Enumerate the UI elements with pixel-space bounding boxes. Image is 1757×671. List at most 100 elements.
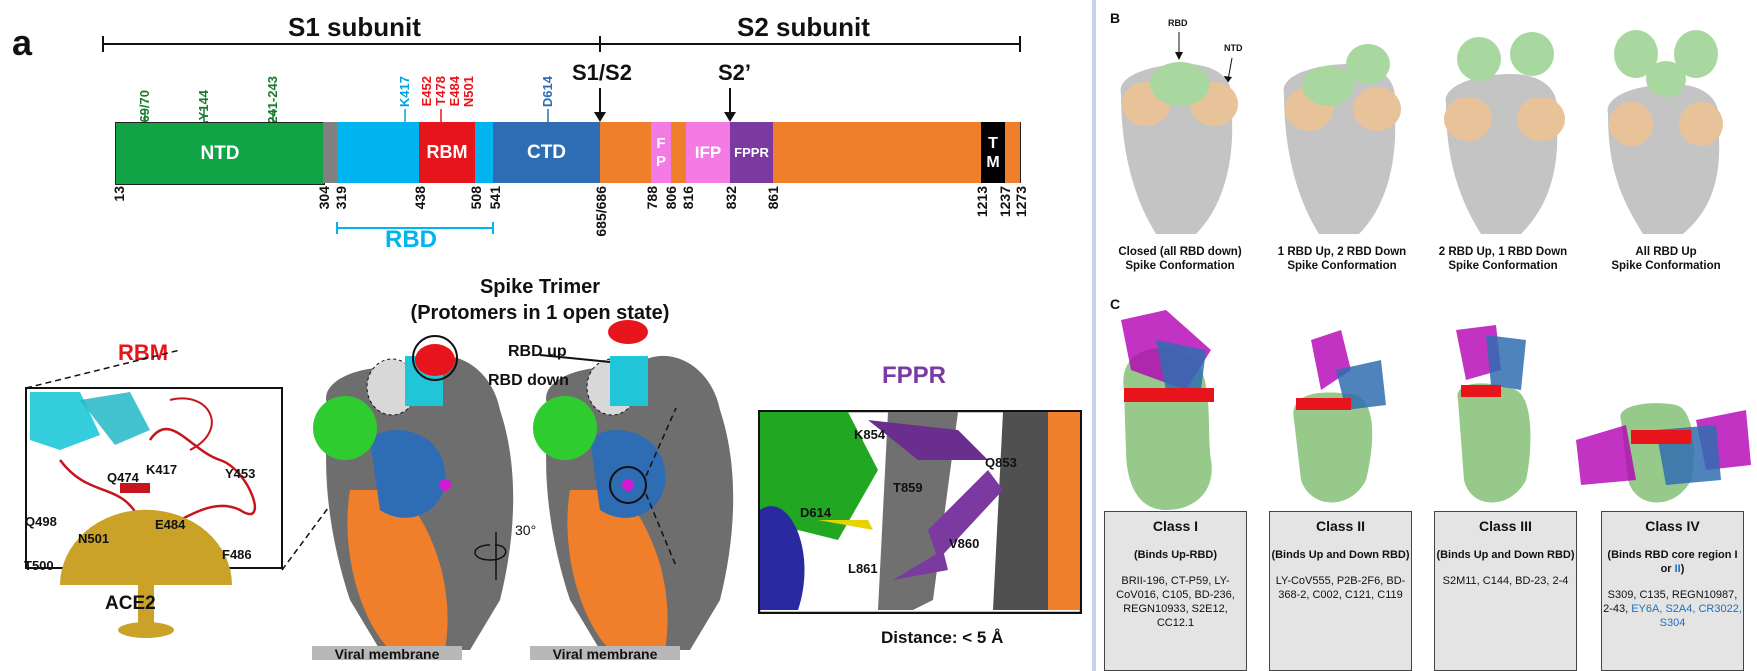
distance-label: Distance: < 5 Å (881, 628, 1004, 647)
domain-tm: T M (981, 122, 1005, 183)
class-box-1: Class I (Binds Up-RBD) BRII-196, CT-P59,… (1104, 511, 1247, 671)
domain-s2-tail (1005, 122, 1021, 183)
class-4-desc-b: II (1674, 563, 1681, 575)
panel-c-label: C (1110, 296, 1121, 312)
subunit-brackets (102, 36, 1021, 52)
rbm-residue-t500: T500 (24, 558, 54, 573)
mutation-n501: N501 (461, 76, 476, 108)
pos-806: 806 (663, 186, 679, 210)
fppr-residue-v860: V860 (949, 536, 980, 551)
domain-ctd: CTD (493, 122, 600, 183)
conformation-2-line1: 1 RBD Up, 2 RBD Down (1277, 246, 1407, 258)
pos-1273: 1273 (1013, 186, 1029, 218)
conformation-2: 1 RBD Up, 2 RBD Down Spike Conformation (1262, 245, 1422, 273)
class-2-name: Class II (1315, 518, 1366, 534)
fppr-title: FPPR (882, 362, 947, 389)
class-3-name: Class III (1479, 518, 1532, 534)
trimer-subtitle: (Protomers in 1 open state) (410, 302, 670, 324)
pos-788: 788 (644, 186, 660, 210)
class-1-name: Class I (1152, 518, 1199, 534)
mutation-d614: D614 (540, 76, 555, 108)
pos-508: 508 (468, 186, 484, 210)
domain-rbm: RBM (419, 122, 475, 183)
mutation-e452: E452 (419, 76, 434, 107)
antibody-class-figures (1121, 310, 1751, 510)
mutation-e484: E484 (447, 76, 462, 107)
pos-861: 861 (765, 186, 781, 210)
pos-541: 541 (487, 186, 503, 210)
fppr-inset-figure (758, 410, 1082, 614)
s1s2-site-label: S1/S2 (572, 60, 632, 85)
conformation-3: 2 RBD Up, 1 RBD Down Spike Conformation (1423, 245, 1583, 273)
rbd-down-label: RBD down (488, 372, 569, 389)
pos-304: 304 (316, 186, 332, 210)
conformation-4-line1: All RBD Up (1635, 246, 1697, 258)
panel-a-label: a (12, 22, 33, 63)
s2prime-site-label: S2’ (718, 60, 752, 85)
class-box-2: Class II (Binds Up and Down RBD) LY-CoV5… (1269, 511, 1412, 671)
rbm-residue-e484: E484 (155, 517, 186, 532)
class-1-antibodies: BRII-196, CT-P59, LY-CoV016, C105, BD-23… (1116, 575, 1235, 629)
class-4-name: Class IV (1645, 518, 1700, 534)
fppr-residue-d614: D614 (800, 505, 832, 520)
class-2-antibodies: LY-CoV555, P2B-2F6, BD-368-2, C002, C121… (1275, 575, 1406, 601)
class-4-antibodies-black: S309, C135, REGN10987, 2-43, (1603, 589, 1738, 615)
pos-438: 438 (412, 186, 428, 210)
pos-13: 13 (111, 186, 127, 202)
domain-ifp: IFP (686, 122, 730, 183)
fppr-residue-q853: Q853 (985, 455, 1017, 470)
domain-s2-c (773, 122, 981, 183)
domain-rbd-right (475, 122, 493, 183)
class-4-antibodies-blue: EY6A, S2A4, CR3022, S304 (1631, 603, 1742, 629)
class-3-antibodies: S2M11, C144, BD-23, 2-4 (1442, 575, 1569, 587)
rbd-bracket (336, 222, 494, 234)
viral-membrane-label-1: Viral membrane (334, 646, 440, 662)
ntd-arrow-label: NTD (1224, 43, 1243, 53)
panel-divider (1092, 0, 1096, 671)
pos-1237: 1237 (997, 186, 1013, 218)
fppr-residue-t859: T859 (893, 480, 923, 495)
class-box-4: Class IV (Binds RBD core region I or II)… (1601, 511, 1744, 671)
mutation-t478: T478 (433, 76, 448, 106)
rbm-residue-n501: N501 (78, 531, 110, 546)
cleavage-arrows (594, 88, 736, 122)
s2-subunit-label: S2 subunit (737, 12, 870, 42)
conformation-3-line1: 2 RBD Up, 1 RBD Down (1438, 246, 1568, 258)
conformation-1-line1: Closed (all RBD down) (1118, 246, 1242, 258)
conformation-3-line2: Spike Conformation (1448, 260, 1558, 272)
pos-832: 832 (723, 186, 739, 210)
class-1-desc: (Binds Up-RBD) (1133, 549, 1218, 561)
class-box-3: Class III (Binds Up and Down RBD) S2M11,… (1434, 511, 1577, 671)
class-2-desc: (Binds Up and Down RBD) (1271, 549, 1410, 561)
pos-319: 319 (333, 186, 349, 210)
panel-a: a S1 subunit S2 subunit S1/S2 S2’ ΔHV 69… (12, 12, 1082, 662)
rbm-residue-f486: F486 (222, 547, 252, 562)
domain-s2-b (671, 122, 686, 183)
rbm-title: RBM (118, 340, 169, 365)
s1-subunit-label: S1 subunit (288, 12, 421, 42)
conformation-4-line2: Spike Conformation (1611, 260, 1721, 272)
class-3-desc: (Binds Up and Down RBD) (1436, 549, 1575, 561)
panel-bc: B RBD NTD Closed (all RBD down) Spike Con… (1096, 0, 1757, 671)
trimer-title: Spike Trimer (479, 276, 601, 298)
conformation-4: All RBD Up Spike Conformation (1586, 245, 1746, 273)
rbm-residue-q498: Q498 (25, 514, 57, 529)
conformation-2-line2: Spike Conformation (1287, 260, 1397, 272)
domain-ntd: NTD (115, 122, 325, 185)
class-4-antibodies: S309, C135, REGN10987, 2-43, EY6A, S2A4,… (1602, 588, 1743, 630)
domain-fppr: FPPR (730, 122, 773, 183)
rbd-up-label: RBD up (508, 343, 567, 360)
rbd-label: RBD (385, 226, 437, 253)
mutation-ticks (144, 109, 549, 122)
pos-685-686: 685/686 (593, 186, 609, 237)
class-4-desc-a: (Binds RBD core region I or (1607, 549, 1738, 575)
fppr-residue-l861: L861 (848, 561, 878, 576)
rbm-residue-y453: Y453 (225, 466, 256, 481)
rbm-inset-figure (25, 349, 283, 638)
pos-1213: 1213 (974, 186, 990, 218)
mutation-k417: K417 (397, 76, 412, 108)
viral-membrane-label-2: Viral membrane (552, 646, 658, 662)
class-4-desc: (Binds RBD core region I or II) (1602, 548, 1743, 576)
rotation-label: 30° (515, 522, 537, 538)
fppr-residue-k854: K854 (854, 427, 886, 442)
